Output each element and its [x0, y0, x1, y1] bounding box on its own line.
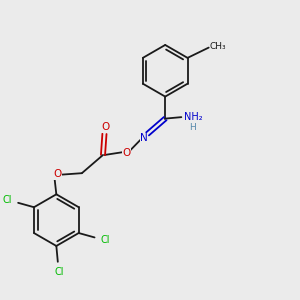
Text: O: O	[101, 122, 110, 132]
Text: O: O	[53, 169, 61, 179]
Text: H: H	[189, 123, 196, 132]
Text: NH₂: NH₂	[184, 112, 203, 122]
Text: O: O	[122, 148, 130, 158]
Text: Cl: Cl	[100, 235, 110, 245]
Text: Cl: Cl	[3, 196, 12, 206]
Text: N: N	[140, 133, 148, 143]
Text: Cl: Cl	[55, 267, 64, 277]
Text: CH₃: CH₃	[209, 42, 226, 51]
